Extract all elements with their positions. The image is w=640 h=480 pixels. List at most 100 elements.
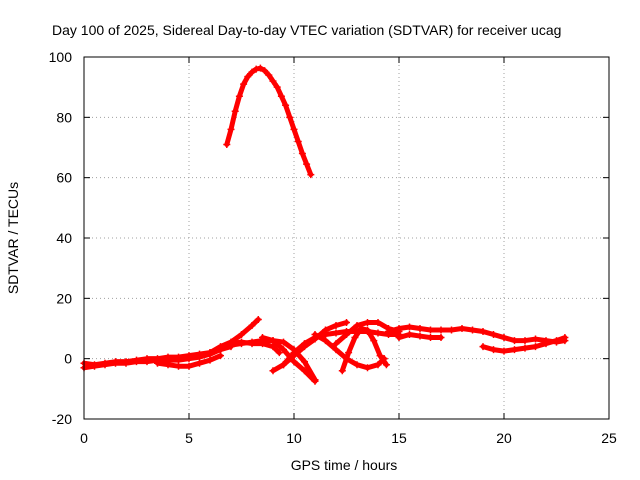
- data-point: [490, 331, 497, 339]
- data-point: [307, 171, 315, 179]
- data-point: [175, 362, 182, 370]
- y-tick-label: -20: [52, 411, 72, 427]
- data-point: [479, 328, 487, 336]
- data-point: [259, 334, 266, 342]
- data-point: [238, 331, 245, 339]
- data-point: [521, 337, 529, 345]
- series-arc-tail: [479, 334, 569, 355]
- data-point: [374, 329, 382, 337]
- series-arc-peak: [223, 64, 315, 179]
- data-point: [196, 359, 203, 367]
- data-point: [185, 362, 193, 370]
- data-point: [406, 331, 413, 339]
- data-point: [343, 355, 350, 363]
- data-point: [343, 331, 350, 339]
- data-point: [269, 77, 277, 85]
- data-point: [338, 367, 346, 375]
- data-point: [301, 367, 308, 375]
- data-point: [353, 361, 361, 369]
- data-point: [311, 377, 319, 385]
- x-tick-label: 25: [601, 430, 617, 446]
- data-point: [376, 352, 384, 360]
- x-tick-label: 5: [185, 430, 193, 446]
- data-point: [280, 361, 287, 369]
- data-point: [364, 318, 371, 326]
- data-point: [458, 325, 466, 332]
- data-point: [479, 343, 487, 351]
- data-point: [532, 335, 539, 343]
- y-axis-title: SDTVAR / TECUs: [5, 182, 21, 294]
- data-point: [345, 349, 353, 357]
- data-point: [301, 340, 308, 348]
- data-point: [500, 347, 508, 355]
- data-point: [406, 323, 413, 331]
- y-tick-label: 40: [56, 230, 72, 246]
- data-point: [511, 337, 518, 345]
- series-trace: [339, 326, 389, 374]
- data-point: [185, 352, 193, 360]
- data-point: [427, 334, 434, 342]
- y-tick-label: 100: [49, 49, 73, 65]
- data-point: [227, 340, 235, 348]
- data-point: [542, 340, 550, 348]
- data-point: [298, 150, 306, 158]
- data-point: [269, 343, 277, 351]
- data-point: [282, 101, 290, 109]
- data-point: [322, 337, 329, 345]
- data-point: [244, 73, 252, 81]
- data-point: [122, 358, 130, 366]
- data-point: [382, 361, 390, 369]
- y-tick-label: 20: [56, 290, 72, 306]
- data-point: [301, 358, 308, 366]
- data-point: [364, 326, 371, 334]
- data-point: [143, 355, 151, 363]
- data-point: [437, 326, 445, 334]
- data-point: [269, 337, 277, 345]
- y-tick-label: 0: [64, 351, 72, 367]
- data-point: [374, 318, 382, 326]
- data-point: [256, 64, 264, 72]
- series-arc-lobe-a: [338, 325, 390, 375]
- data-point: [395, 325, 403, 332]
- data-point: [227, 125, 235, 133]
- data-point: [254, 315, 262, 323]
- data-point: [101, 359, 109, 367]
- data-point: [277, 92, 285, 100]
- data-point: [280, 346, 287, 354]
- y-tick-label: 80: [56, 109, 72, 125]
- x-axis-title: GPS time / hours: [291, 457, 398, 473]
- data-point: [353, 321, 361, 329]
- data-point: [112, 358, 119, 366]
- data-point: [280, 338, 287, 346]
- data-point: [380, 355, 388, 363]
- data-point: [206, 356, 214, 364]
- data-point: [294, 137, 302, 145]
- data-point: [91, 361, 98, 369]
- data-point: [322, 331, 329, 339]
- data-point: [469, 326, 476, 334]
- data-point: [364, 364, 371, 372]
- x-tick-label: 20: [496, 430, 512, 446]
- data-point: [374, 361, 382, 369]
- data-point: [343, 318, 350, 326]
- data-point: [532, 343, 539, 351]
- data-point: [395, 334, 403, 342]
- series-arc-rise-b: [217, 338, 283, 357]
- series-arc-plateau-b: [395, 331, 445, 342]
- data-series: [80, 64, 569, 385]
- data-point: [290, 349, 298, 357]
- grid-lines: [84, 57, 609, 419]
- data-point: [286, 113, 294, 121]
- chart-title: Day 100 of 2025, Sidereal Day-to-day VTE…: [52, 22, 561, 38]
- data-point: [290, 125, 298, 133]
- data-point: [231, 107, 239, 115]
- data-point: [303, 160, 311, 168]
- data-point: [217, 346, 224, 354]
- data-point: [248, 340, 256, 348]
- data-point: [265, 71, 273, 79]
- data-point: [175, 353, 182, 361]
- series-arc-rise-a: [196, 315, 262, 360]
- data-point: [437, 334, 445, 342]
- data-point: [521, 344, 529, 352]
